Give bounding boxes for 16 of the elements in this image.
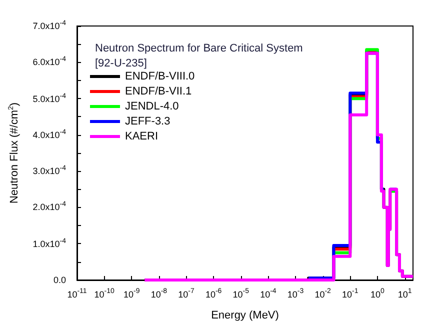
y-tick-label: 2.0x10$^{-4}$: [32, 201, 66, 214]
y-tick-label: 0.0: [53, 274, 66, 286]
legend-label: JEFF-3.3: [125, 116, 170, 128]
x-axis-title: Energy (MeV): [211, 310, 279, 322]
legend-label: ENDF/B-VIII.0: [125, 70, 195, 82]
y-tick-label: 3.0x10$^{-4}$: [32, 165, 66, 178]
text: Neutron Spectrum for Bare Critical System: [95, 42, 303, 54]
legend-label: JENDL-4.0: [125, 100, 179, 112]
text: [92-U-235]: [95, 58, 147, 70]
legend-label: KAERI: [125, 130, 158, 142]
legend-label: ENDF/B-VII.1: [125, 86, 192, 98]
y-tick-label: 6.0x10$^{-4}$: [32, 56, 66, 68]
y-tick-label: 7.0x10$^{-4}$: [32, 20, 66, 32]
y-tick-label: 5.0x10$^{-4}$: [32, 92, 66, 105]
y-tick-label: 1.0x10$^{-4}$: [32, 238, 66, 250]
y-tick-label: 4.0x10$^{-4}$: [32, 128, 66, 141]
